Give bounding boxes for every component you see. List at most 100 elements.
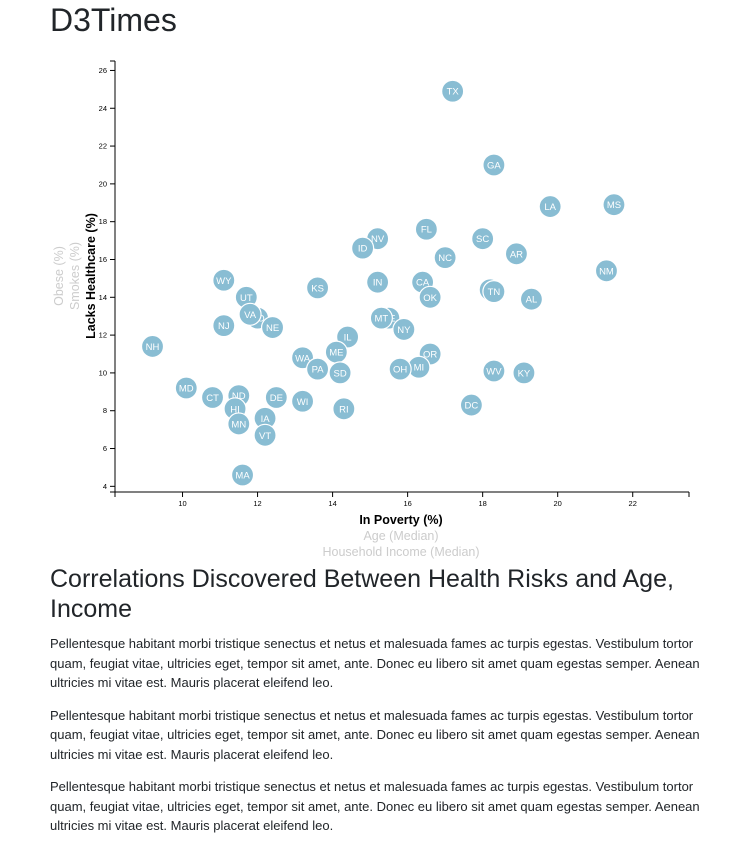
state-marker[interactable] — [290, 389, 315, 413]
state-label: OK — [423, 293, 437, 304]
y-tick-label: 14 — [99, 293, 107, 302]
article-paragraph: Pellentesque habitant morbi tristique se… — [50, 779, 700, 833]
state-marker[interactable] — [351, 236, 375, 260]
state-label: FL — [421, 225, 432, 236]
y-axis-option-label[interactable]: Lacks Healthcare (%) — [84, 213, 98, 339]
state-marker[interactable] — [512, 361, 536, 385]
y-tick-label: 18 — [99, 217, 107, 226]
scatter-chart: 10 12 14 16 18 20 22 4 6 8 10 12 14 16 18 20 22 24 26 TX G… — [52, 60, 690, 559]
state-label: VA — [244, 310, 257, 321]
x-tick-label: 20 — [554, 499, 562, 508]
state-label: WY — [216, 276, 232, 287]
state-label: NY — [397, 325, 411, 336]
article-paragraph: Pellentesque habitant morbi tristique se… — [50, 707, 700, 762]
x-axis-option-label[interactable]: Age (Median) — [363, 529, 438, 543]
y-axis-labels: Lacks Healthcare (%)Smokes (%)Obese (%) — [52, 213, 98, 339]
x-tick-label: 10 — [178, 499, 186, 508]
state-marker[interactable] — [264, 385, 288, 410]
state-marker[interactable] — [212, 268, 236, 292]
state-marker[interactable] — [174, 376, 198, 400]
state-label: MT — [375, 314, 389, 325]
state-marker[interactable] — [366, 270, 390, 294]
state-label: DC — [465, 401, 479, 412]
state-label: ID — [358, 244, 368, 255]
state-label: KS — [311, 283, 324, 294]
state-marker[interactable] — [305, 276, 330, 300]
x-axis-option-label[interactable]: In Poverty (%) — [359, 513, 442, 527]
state-marker[interactable] — [418, 285, 442, 309]
page-title: D3Times — [50, 2, 177, 38]
state-label: AL — [526, 295, 538, 306]
article-paragraph: Pellentesque habitant morbi tristique se… — [50, 636, 700, 690]
state-label: MN — [231, 419, 246, 430]
state-label: IL — [344, 332, 352, 343]
y-axis: 4 6 8 10 12 14 16 18 20 22 24 26 — [99, 60, 116, 493]
state-label: NJ — [218, 321, 230, 332]
state-marker[interactable] — [441, 79, 465, 103]
state-marker[interactable] — [230, 463, 255, 487]
state-label: WV — [486, 367, 502, 378]
state-marker[interactable] — [260, 315, 285, 340]
state-marker[interactable] — [482, 280, 506, 304]
state-label: GA — [487, 160, 501, 171]
state-label: HI — [230, 404, 240, 415]
state-label: PA — [312, 365, 325, 376]
state-label: CA — [416, 278, 430, 289]
state-marker[interactable] — [459, 393, 484, 417]
state-label: KY — [518, 368, 531, 379]
state-label: VT — [259, 431, 271, 442]
state-label: CT — [206, 393, 219, 404]
state-marker[interactable] — [414, 217, 438, 241]
state-marker[interactable] — [538, 194, 562, 219]
x-tick-label: 16 — [403, 499, 411, 508]
state-marker[interactable] — [212, 314, 236, 338]
y-tick-label: 26 — [99, 66, 107, 75]
state-label: NM — [599, 266, 614, 277]
state-marker[interactable] — [482, 153, 506, 177]
state-marker[interactable] — [332, 397, 356, 421]
x-axis: 10 12 14 16 18 20 22 — [114, 491, 690, 508]
state-label: RI — [339, 404, 349, 415]
y-tick-label: 24 — [99, 104, 107, 113]
state-marker[interactable] — [504, 242, 529, 266]
state-marker[interactable] — [388, 357, 412, 381]
state-marker[interactable] — [140, 334, 165, 359]
state-marker[interactable] — [238, 302, 262, 326]
article-heading: Correlations Discovered Between Health R… — [50, 565, 674, 623]
y-axis-option-label[interactable]: Obese (%) — [52, 246, 66, 306]
x-tick-label: 14 — [328, 499, 336, 508]
points-layer: TXGALAMSNVIDFLSCNCARNMWYINCAKSAZTNOKALUT… — [140, 79, 626, 487]
state-label: MD — [179, 384, 194, 395]
state-label: OH — [393, 365, 407, 376]
x-axis-option-label[interactable]: Household Income (Median) — [322, 545, 479, 559]
state-label: WI — [297, 397, 309, 408]
state-label: SC — [476, 234, 489, 245]
y-tick-label: 6 — [103, 444, 107, 453]
y-axis-option-label[interactable]: Smokes (%) — [68, 242, 82, 310]
y-tick-label: 12 — [99, 331, 107, 340]
state-marker[interactable] — [433, 245, 457, 270]
state-label: TX — [447, 87, 460, 98]
state-marker[interactable] — [305, 357, 330, 381]
x-tick-label: 18 — [478, 499, 486, 508]
state-marker[interactable] — [392, 317, 416, 342]
state-marker[interactable] — [200, 385, 225, 410]
y-tick-label: 10 — [99, 368, 107, 377]
state-label: OR — [423, 350, 437, 361]
state-label: IN — [373, 278, 383, 289]
y-tick-label: 4 — [103, 482, 107, 491]
state-label: MA — [235, 470, 250, 481]
state-label: LA — [544, 202, 556, 213]
state-marker[interactable] — [471, 227, 495, 251]
state-marker[interactable] — [227, 412, 251, 436]
state-marker[interactable] — [253, 423, 277, 447]
state-marker[interactable] — [482, 359, 506, 383]
state-marker[interactable] — [519, 287, 544, 311]
state-marker[interactable] — [594, 259, 619, 283]
state-label: NC — [438, 253, 452, 264]
state-label: MI — [414, 363, 425, 374]
x-tick-label: 12 — [253, 499, 261, 508]
state-marker[interactable] — [369, 306, 393, 330]
state-marker[interactable] — [328, 361, 352, 385]
state-marker[interactable] — [602, 193, 626, 217]
